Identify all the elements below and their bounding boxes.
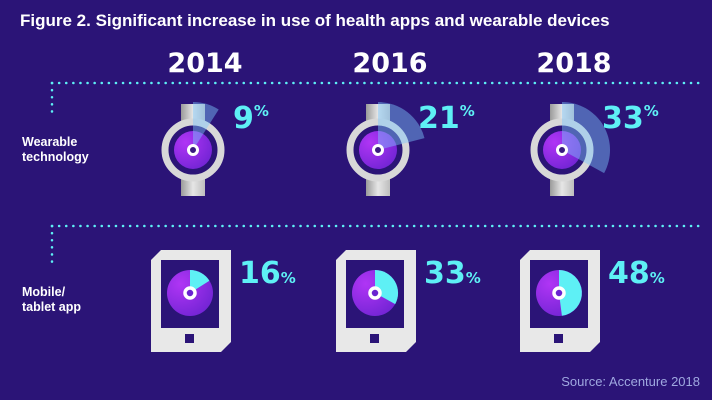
watch-icon [530,101,611,196]
value-wedge [562,101,611,174]
watch-center [556,144,568,156]
row-label: Mobile/ [22,285,66,299]
watch-center [372,144,384,156]
row-mobile: Mobile/tablet app 16% 33% 48% [22,250,665,352]
row-label: tablet app [22,300,81,314]
tablet-icon [336,250,416,352]
tablet-center [368,286,382,300]
value-wedge [378,102,425,150]
watch-icon [161,102,225,196]
value-label: 33% [424,256,481,291]
tablet-icon [520,250,600,352]
value-wedge [193,102,219,150]
row-label: Wearable [22,135,77,149]
value-label: 9% [233,101,269,136]
value-label: 33% [602,101,659,136]
tablet-center [552,286,566,300]
value-label: 16% [239,256,296,291]
year-label: 2016 [352,48,427,79]
value-wedge [190,270,210,293]
value-label: 48% [608,256,665,291]
year-label: 2018 [536,48,611,79]
tablet-home-button [370,334,379,343]
value-label: 21% [418,101,475,136]
watch-center [187,144,199,156]
tablet-home-button [185,334,194,343]
value-wedge [559,270,582,316]
row-label: technology [22,150,89,164]
tablet-center [183,286,197,300]
watch-icon [346,102,425,196]
tablet-home-button [554,334,563,343]
source-note: Source: Accenture 2018 [561,374,700,389]
year-label: 2014 [167,48,242,79]
chart-title: Figure 2. Significant increase in use of… [20,11,610,30]
tablet-icon [151,250,231,352]
